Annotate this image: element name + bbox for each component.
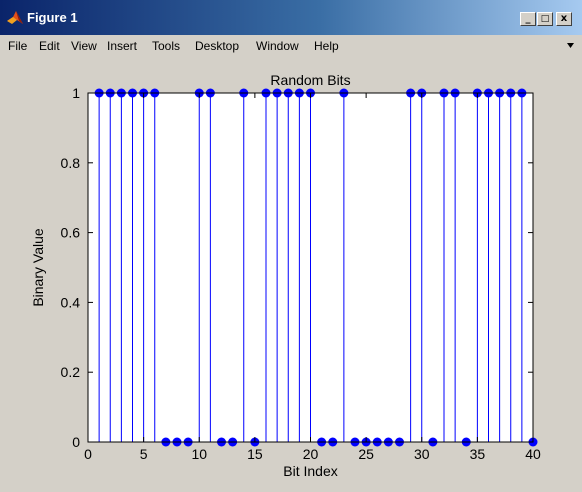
y-tick-label: 0.6 bbox=[61, 225, 81, 241]
x-tick-label: 5 bbox=[140, 446, 148, 462]
close-button[interactable]: x bbox=[556, 12, 572, 26]
figure-canvas: 0 5 10 15 20 25 30 35 40 0 0.2 0.4 0.6 0.8 1 Random B… bbox=[0, 57, 582, 492]
chart-title: Random Bits bbox=[270, 72, 350, 88]
x-tick-label: 10 bbox=[191, 446, 207, 462]
menu-help[interactable]: Help bbox=[314, 39, 339, 53]
minimize-icon: _ bbox=[525, 13, 531, 24]
x-tick-label: 15 bbox=[247, 446, 263, 462]
minimize-button[interactable]: _ bbox=[520, 12, 536, 26]
menu-overflow-arrow-icon[interactable] bbox=[566, 41, 576, 51]
y-tick-label: 0.2 bbox=[61, 364, 81, 380]
menu-bar: File Edit View Insert Tools Desktop Wind… bbox=[0, 35, 582, 57]
menu-insert[interactable]: Insert bbox=[107, 39, 138, 53]
x-tick-label: 25 bbox=[358, 446, 374, 462]
x-tick-label: 20 bbox=[303, 446, 319, 462]
title-bar[interactable]: Figure 1 _ □ x bbox=[0, 0, 582, 35]
y-axis-label: Binary Value bbox=[30, 228, 46, 307]
y-axis: 0 0.2 0.4 0.6 0.8 1 bbox=[61, 85, 533, 450]
maximize-icon: □ bbox=[540, 14, 550, 24]
y-tick-label: 1 bbox=[72, 85, 80, 101]
y-tick-label: 0.4 bbox=[61, 294, 81, 310]
menu-edit[interactable]: Edit bbox=[39, 39, 60, 53]
matlab-logo-icon bbox=[7, 11, 23, 24]
x-tick-label: 30 bbox=[414, 446, 430, 462]
y-tick-label: 0.8 bbox=[61, 155, 81, 171]
x-axis: 0 5 10 15 20 25 30 35 40 bbox=[84, 93, 541, 462]
menu-file[interactable]: File bbox=[8, 39, 28, 53]
menu-desktop[interactable]: Desktop bbox=[195, 39, 240, 53]
menu-view[interactable]: View bbox=[71, 39, 97, 53]
x-axis-label: Bit Index bbox=[283, 463, 337, 479]
y-tick-label: 0 bbox=[72, 434, 80, 450]
x-tick-label: 0 bbox=[84, 446, 92, 462]
x-tick-label: 40 bbox=[525, 446, 541, 462]
menu-tools[interactable]: Tools bbox=[152, 39, 181, 53]
menu-window[interactable]: Window bbox=[256, 39, 299, 53]
x-tick-label: 35 bbox=[470, 446, 486, 462]
maximize-button[interactable]: □ bbox=[537, 12, 553, 26]
close-icon: x bbox=[560, 13, 568, 24]
window-title: Figure 1 bbox=[27, 10, 78, 25]
